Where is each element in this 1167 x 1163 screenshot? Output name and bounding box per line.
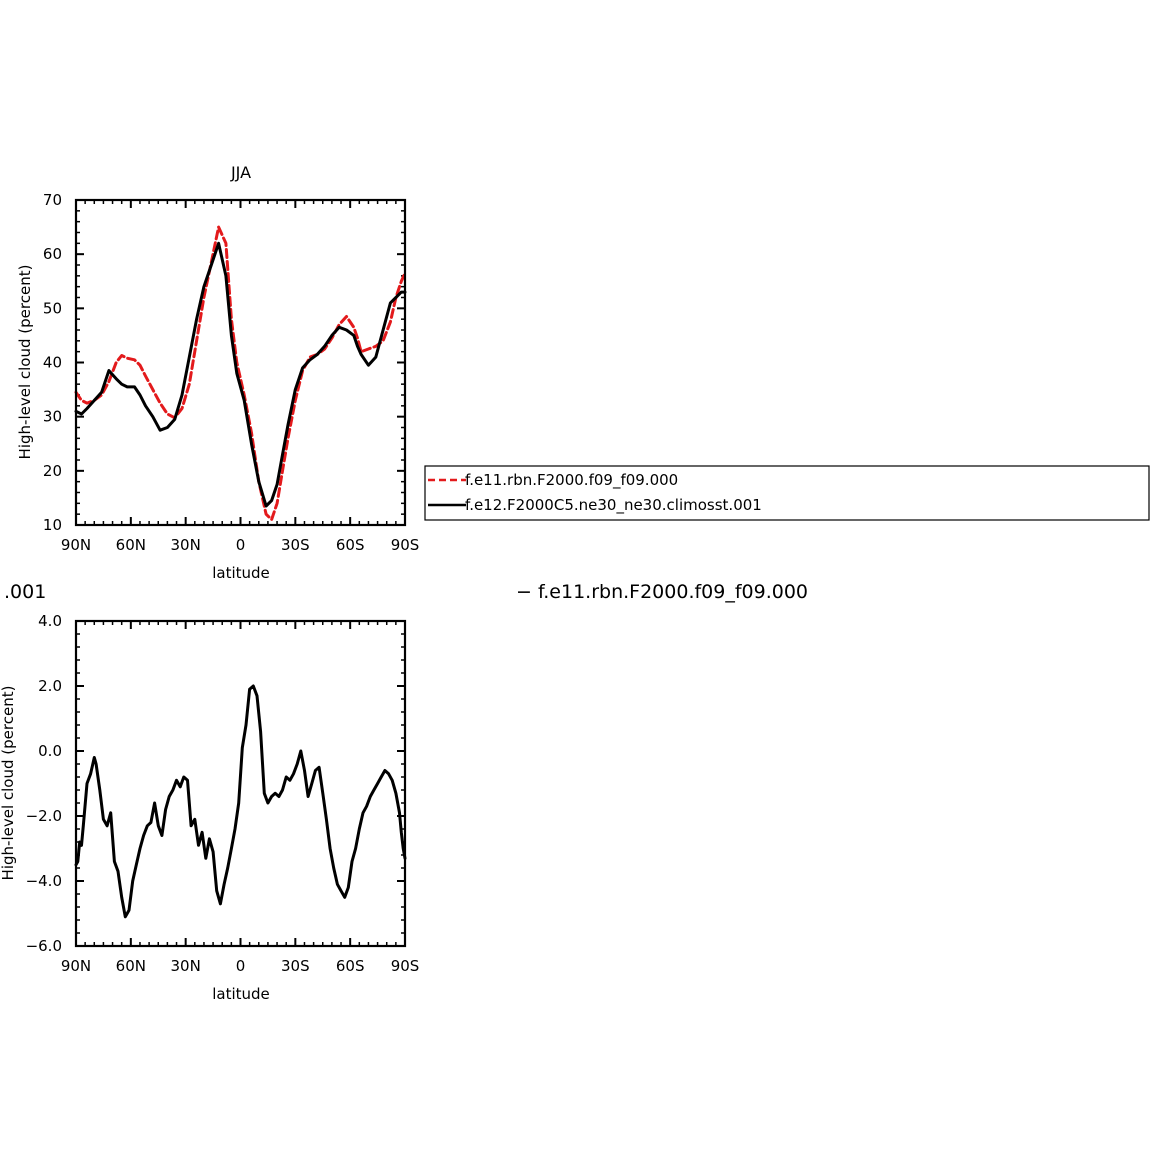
y-tick-label: 4.0 bbox=[38, 612, 62, 630]
bottom-y-axis-title-wrapper: High-level cloud (percent) bbox=[0, 686, 17, 881]
top-panel: JJA latitude High-level cloud (percent) … bbox=[16, 163, 419, 582]
legend-entry-1: f.e11.rbn.F2000.f09_f09.000 bbox=[465, 471, 678, 490]
x-tick-label: 90S bbox=[391, 536, 420, 554]
x-tick-label: 30N bbox=[171, 536, 201, 554]
x-tick-label: 60N bbox=[116, 536, 146, 554]
y-tick-label: 30 bbox=[43, 408, 62, 426]
x-tick-label: 90N bbox=[61, 536, 91, 554]
y-tick-label: 70 bbox=[43, 191, 62, 209]
y-tick-label: −6.0 bbox=[26, 937, 62, 955]
legend-box bbox=[424, 465, 1150, 521]
x-tick-label: 30N bbox=[171, 957, 201, 975]
y-tick-label: 10 bbox=[43, 516, 62, 534]
x-tick-label: 0 bbox=[236, 536, 246, 554]
y-tick-label: −4.0 bbox=[26, 872, 62, 890]
y-tick-label: 0.0 bbox=[38, 742, 62, 760]
legend-entry-2: f.e12.F2000C5.ne30_ne30.climosst.001 bbox=[465, 496, 762, 515]
bottom-right-title: − f.e11.rbn.F2000.f09_f09.000 bbox=[516, 581, 808, 603]
legend: f.e11.rbn.F2000.f09_f09.000 f.e12.F2000C… bbox=[424, 465, 1150, 521]
x-tick-label: 60N bbox=[116, 957, 146, 975]
x-tick-label: 90N bbox=[61, 957, 91, 975]
bottom-x-axis-title: latitude bbox=[212, 985, 270, 1003]
x-tick-label: 30S bbox=[281, 536, 310, 554]
top-series-line-1 bbox=[74, 225, 407, 522]
y-tick-label: 50 bbox=[43, 299, 62, 317]
y-tick-label: −2.0 bbox=[26, 807, 62, 825]
top-series-line-2 bbox=[74, 241, 407, 508]
x-tick-label: 60S bbox=[336, 957, 365, 975]
top-x-axis-title: latitude bbox=[212, 564, 270, 582]
top-plot-area: 90N 60N 30N 0 30S 60S 90S 10 20 30 40 50 60 70 bbox=[43, 191, 419, 554]
bottom-plot-area: 90N 60N 30N 0 30S 60S 90S −6.0 −4.0 −2.0 0.0 2.0 4.0 bbox=[26, 612, 420, 975]
bottom-series-line-1 bbox=[74, 684, 407, 919]
bottom-panel: .001 − f.e11.rbn.F2000.f09_f09.000 latit… bbox=[0, 581, 808, 1003]
bottom-plot-frame bbox=[74, 619, 407, 948]
top-plot-title: JJA bbox=[230, 163, 251, 182]
top-plot-frame bbox=[74, 198, 407, 527]
bottom-left-title: .001 bbox=[4, 581, 46, 603]
x-tick-label: 90S bbox=[391, 957, 420, 975]
x-tick-label: 60S bbox=[336, 536, 365, 554]
y-tick-label: 20 bbox=[43, 462, 62, 480]
x-tick-label: 0 bbox=[236, 957, 246, 975]
y-tick-label: 2.0 bbox=[38, 677, 62, 695]
top-y-axis-title: High-level cloud (percent) bbox=[16, 265, 34, 460]
y-tick-label: 40 bbox=[43, 354, 62, 372]
y-tick-label: 60 bbox=[43, 245, 62, 263]
bottom-y-axis-title: High-level cloud (percent) bbox=[0, 686, 17, 881]
x-tick-label: 30S bbox=[281, 957, 310, 975]
